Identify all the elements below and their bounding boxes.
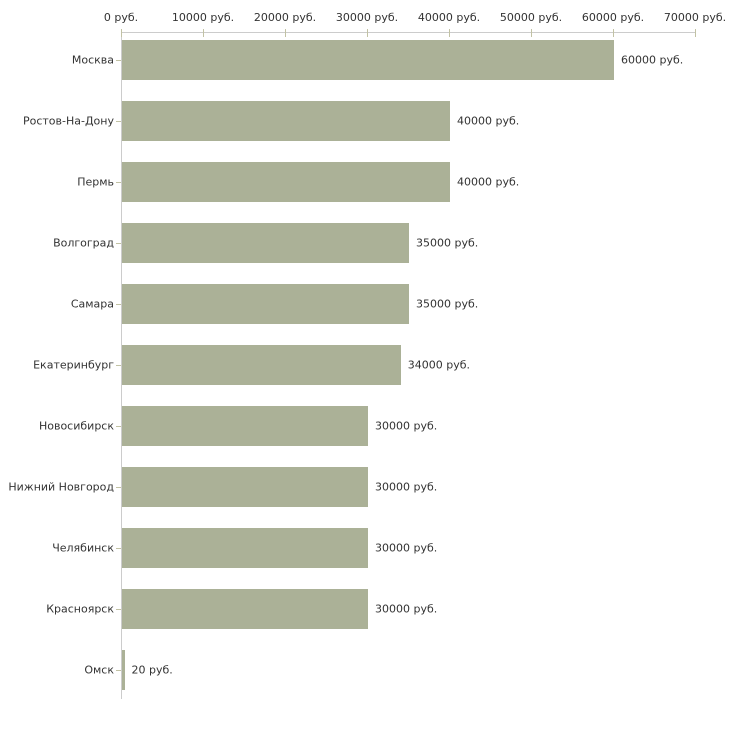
x-tick-mark (449, 29, 450, 37)
bar (122, 528, 368, 568)
value-label: 20 руб. (131, 663, 173, 677)
value-label: 40000 руб. (457, 114, 520, 128)
bar (122, 101, 450, 141)
value-label: 34000 руб. (407, 358, 471, 372)
value-label: 30000 руб. (375, 419, 438, 433)
bar (122, 467, 368, 507)
bar (122, 223, 409, 263)
value-label: 40000 руб. (457, 175, 520, 189)
x-tick-label: 70000 руб. (663, 11, 727, 24)
y-tick-mark (116, 670, 121, 671)
category-label: Москва (71, 53, 114, 67)
category-label: Красноярск (46, 602, 114, 616)
category-label: Волгоград (53, 236, 114, 250)
x-tick-label: 40000 руб. (417, 11, 481, 24)
y-tick-mark (116, 426, 121, 427)
bar (122, 406, 368, 446)
x-tick-label: 20000 руб. (253, 11, 317, 24)
x-axis-line (121, 32, 695, 33)
category-label: Новосибирск (38, 419, 114, 433)
y-tick-mark (116, 548, 121, 549)
y-tick-mark (116, 487, 121, 488)
bar (122, 345, 401, 385)
y-axis-line (121, 32, 122, 699)
x-tick-mark (285, 29, 286, 37)
x-tick-mark (531, 29, 532, 37)
x-tick-label: 50000 руб. (499, 11, 563, 24)
y-tick-mark (116, 609, 121, 610)
x-tick-mark (203, 29, 204, 37)
bar (122, 589, 368, 629)
category-label: Ростов-На-Дону (22, 114, 114, 128)
bar (122, 284, 409, 324)
bar (122, 40, 614, 80)
category-label: Нижний Новгород (8, 480, 114, 494)
value-label: 35000 руб. (416, 236, 479, 250)
bar (122, 650, 125, 690)
x-tick-mark (121, 29, 122, 37)
bar (122, 162, 450, 202)
y-tick-mark (116, 243, 121, 244)
value-label: 60000 руб. (621, 53, 684, 67)
value-label: 30000 руб. (375, 480, 438, 494)
x-tick-mark (695, 29, 696, 37)
y-tick-mark (116, 304, 121, 305)
y-tick-mark (116, 182, 121, 183)
category-label: Екатеринбург (33, 358, 114, 372)
x-tick-label: 60000 руб. (581, 11, 645, 24)
y-tick-mark (116, 121, 121, 122)
value-label: 30000 руб. (375, 602, 438, 616)
x-tick-mark (367, 29, 368, 37)
value-label: 35000 руб. (416, 297, 479, 311)
x-tick-label: 30000 руб. (335, 11, 399, 24)
x-tick-label: 0 руб. (103, 11, 139, 24)
value-label: 30000 руб. (375, 541, 438, 555)
category-label: Пермь (77, 175, 114, 189)
category-label: Омск (84, 663, 114, 677)
y-tick-mark (116, 365, 121, 366)
x-tick-mark (613, 29, 614, 37)
x-tick-label: 10000 руб. (171, 11, 235, 24)
category-label: Челябинск (52, 541, 114, 555)
y-tick-mark (116, 60, 121, 61)
category-label: Самара (70, 297, 114, 311)
